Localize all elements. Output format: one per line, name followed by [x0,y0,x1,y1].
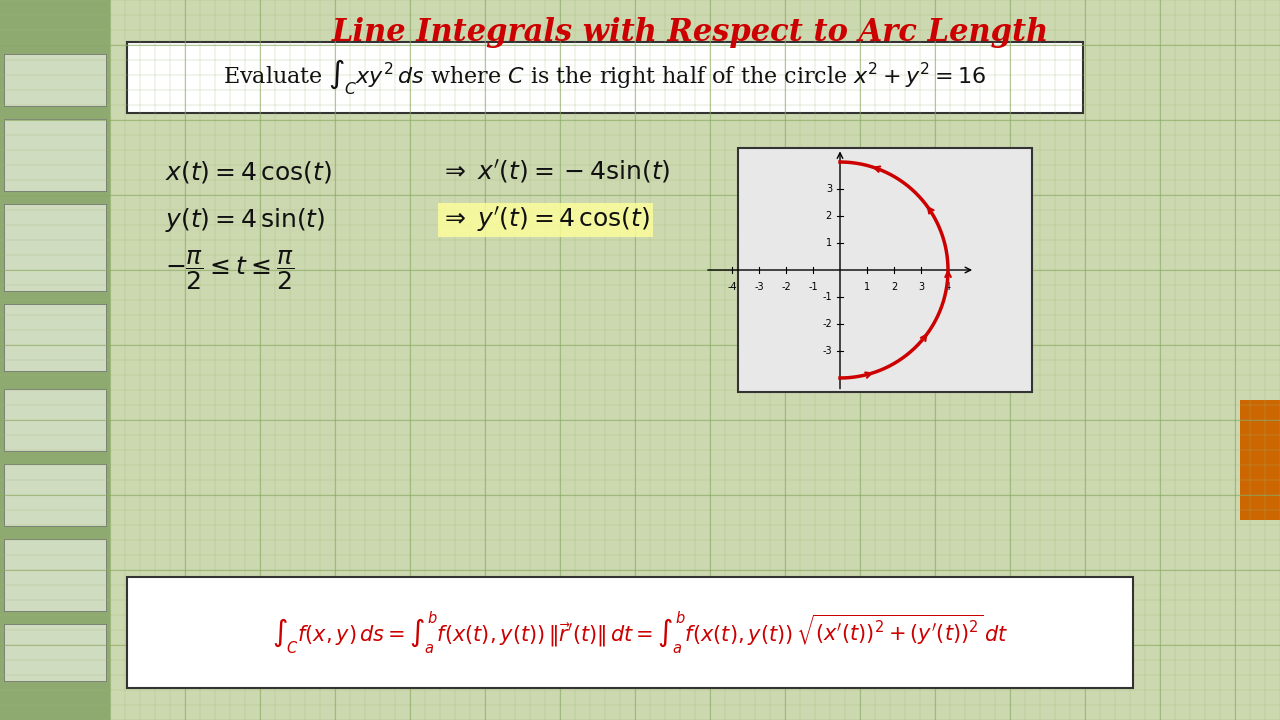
Text: $\int_C f(x,y)\,ds = \int_a^b f(x(t),y(t))\,\|\vec{r}'(t)\|\,dt = \int_a^b f(x(t: $\int_C f(x,y)\,ds = \int_a^b f(x(t),y(t… [271,610,1009,657]
Text: Evaluate $\int_C xy^2\,ds$ where $C$ is the right half of the circle $x^2 + y^2 : Evaluate $\int_C xy^2\,ds$ where $C$ is … [223,57,987,97]
Text: Line Integrals with Respect to Arc Length: Line Integrals with Respect to Arc Lengt… [332,17,1048,48]
Text: -1: -1 [822,292,832,302]
Text: -1: -1 [808,282,818,292]
Text: $y(t) = 4\,\sin(t)$: $y(t) = 4\,\sin(t)$ [165,206,325,234]
Text: $\Rightarrow\; y'(t) = 4\,\cos(t)$: $\Rightarrow\; y'(t) = 4\,\cos(t)$ [440,205,650,235]
Text: -4: -4 [727,282,737,292]
Text: 1: 1 [864,282,870,292]
FancyBboxPatch shape [4,54,106,106]
Text: -3: -3 [822,346,832,356]
FancyBboxPatch shape [127,577,1133,688]
Text: -2: -2 [781,282,791,292]
Text: 1: 1 [826,238,832,248]
FancyBboxPatch shape [4,539,106,611]
FancyBboxPatch shape [4,304,106,371]
FancyBboxPatch shape [127,42,1083,113]
FancyBboxPatch shape [4,624,106,681]
Text: $\Rightarrow\; x'(t) = -4\sin(t)$: $\Rightarrow\; x'(t) = -4\sin(t)$ [440,158,671,186]
Text: -2: -2 [822,319,832,329]
FancyBboxPatch shape [4,119,106,191]
FancyBboxPatch shape [739,148,1032,392]
Text: 3: 3 [918,282,924,292]
FancyBboxPatch shape [4,464,106,526]
FancyBboxPatch shape [4,389,106,451]
FancyBboxPatch shape [4,204,106,291]
Text: 2: 2 [891,282,897,292]
Text: $-\dfrac{\pi}{2} \leq t \leq \dfrac{\pi}{2}$: $-\dfrac{\pi}{2} \leq t \leq \dfrac{\pi}… [165,248,294,292]
FancyBboxPatch shape [1240,400,1280,520]
Text: 3: 3 [826,184,832,194]
FancyBboxPatch shape [0,0,110,720]
FancyBboxPatch shape [110,0,1280,720]
Text: 2: 2 [826,211,832,221]
Text: 4: 4 [945,282,951,292]
Text: $x(t) = 4\,\cos(t)$: $x(t) = 4\,\cos(t)$ [165,159,332,185]
Text: -3: -3 [754,282,764,292]
